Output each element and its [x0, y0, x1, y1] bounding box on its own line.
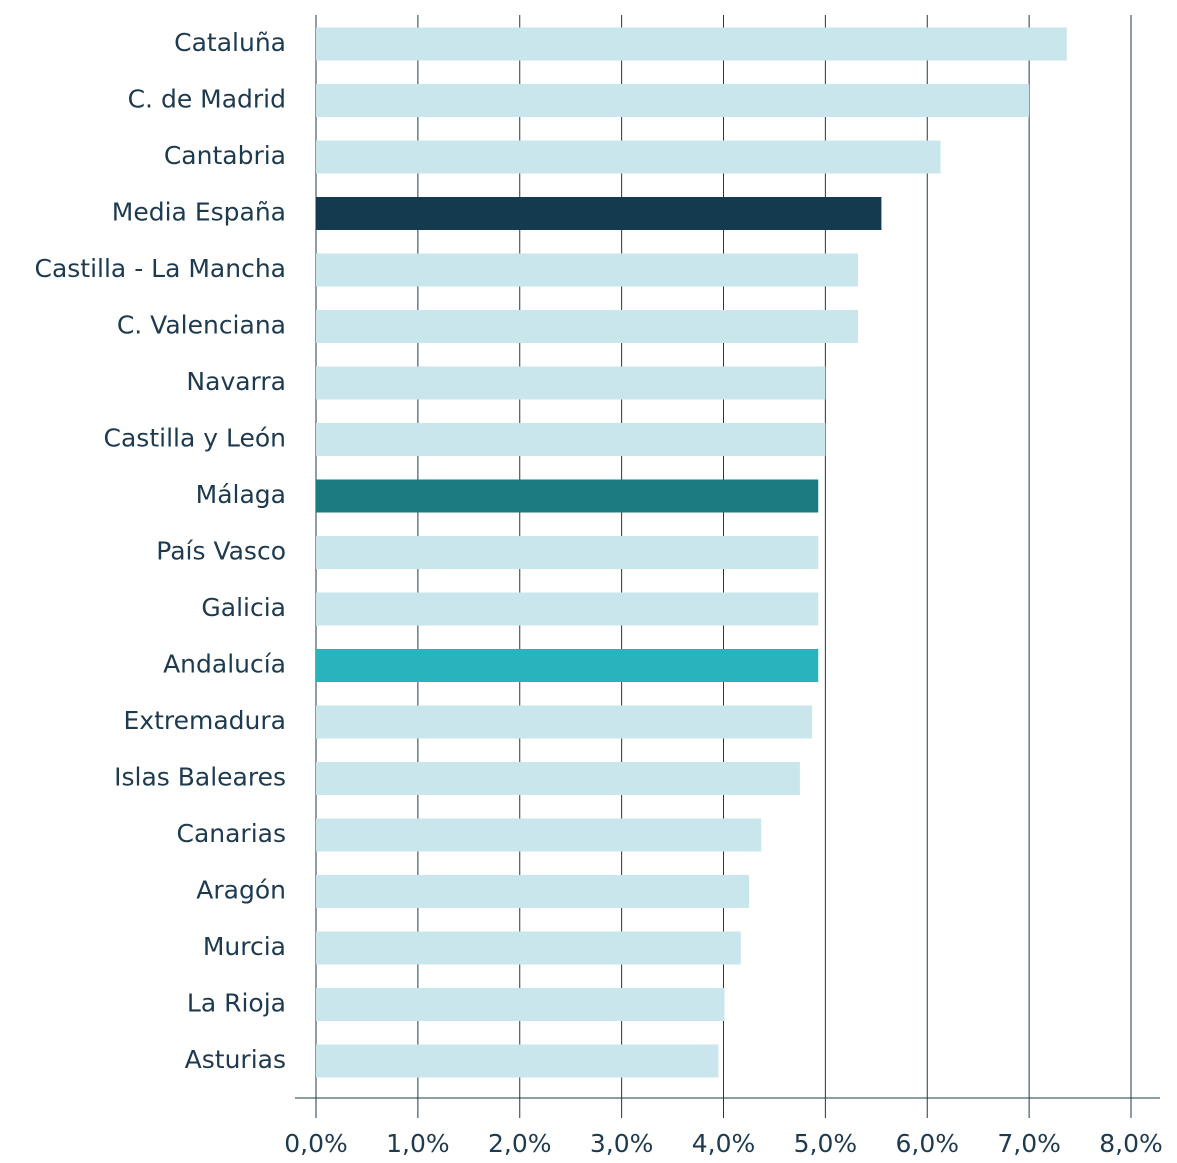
y-tick-label: Andalucía [163, 650, 286, 679]
bar [316, 705, 813, 739]
y-tick-label: Navarra [186, 367, 286, 396]
bar [316, 366, 826, 400]
y-tick-label: Galicia [201, 593, 286, 622]
y-tick-label: La Rioja [187, 989, 286, 1018]
bar [316, 592, 819, 626]
bar [316, 27, 1067, 61]
bar [316, 479, 819, 513]
bar [316, 818, 762, 852]
x-tick-label: 4,0% [692, 1129, 756, 1158]
y-tick-label: Castilla y León [104, 424, 286, 453]
y-tick-label: Murcia [203, 932, 286, 961]
bar [316, 762, 800, 795]
bar [316, 1044, 719, 1078]
y-tick-label: C. de Madrid [128, 85, 286, 114]
bar [316, 310, 858, 343]
bar [316, 988, 725, 1021]
y-tick-label: C. Valenciana [117, 311, 286, 340]
y-tick-label: Cataluña [174, 28, 286, 57]
x-tick-label: 1,0% [386, 1129, 450, 1158]
y-tick-label: Málaga [196, 480, 286, 509]
y-tick-label: Asturias [185, 1045, 286, 1074]
bar [316, 931, 741, 965]
y-tick-label: País Vasco [156, 537, 286, 566]
y-tick-label: Castilla - La Mancha [34, 254, 286, 283]
x-tick-label: 0,0% [284, 1129, 348, 1158]
bar [316, 140, 941, 174]
bar [316, 875, 749, 908]
y-tick-label: Aragón [196, 876, 286, 905]
bar [316, 84, 1030, 117]
x-tick-label: 2,0% [488, 1129, 552, 1158]
bar [316, 649, 819, 682]
bar [316, 253, 858, 287]
y-tick-label: Media España [112, 198, 286, 227]
x-tick-label: 8,0% [1099, 1129, 1163, 1158]
y-tick-label: Cantabria [164, 141, 286, 170]
bar [316, 423, 826, 456]
bar [316, 197, 882, 230]
x-tick-label: 3,0% [590, 1129, 654, 1158]
x-tick-label: 7,0% [997, 1129, 1061, 1158]
x-tick-label: 5,0% [794, 1129, 858, 1158]
bar [316, 536, 819, 569]
y-tick-label: Islas Baleares [114, 763, 286, 792]
y-tick-label: Extremadura [124, 706, 287, 735]
x-tick-label: 6,0% [895, 1129, 959, 1158]
y-tick-label: Canarias [176, 819, 286, 848]
